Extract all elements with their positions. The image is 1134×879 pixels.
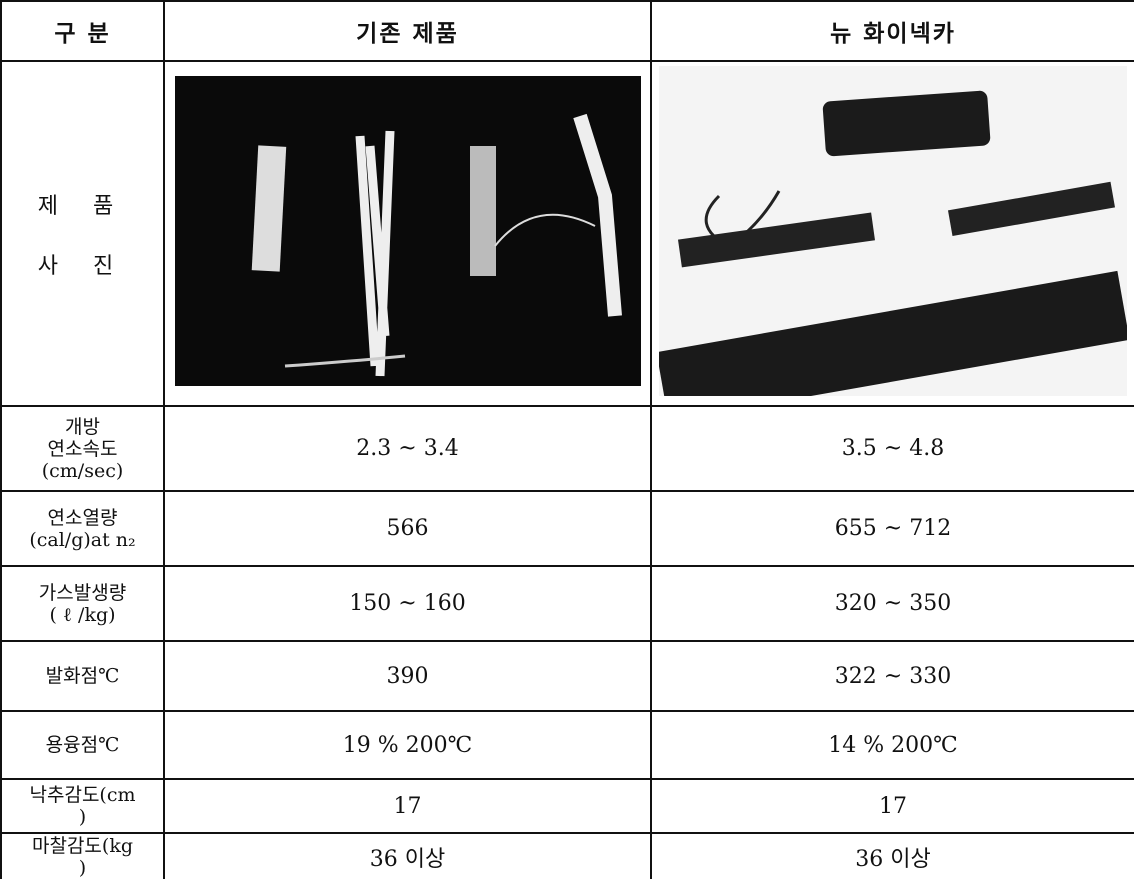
header-row: 구 분 기존 제품 뉴 화이넥카 [0,0,1134,62]
value-cell: 320 ~ 350 [650,565,1134,642]
header-cell: 기존 제품 [163,0,652,62]
label-line: 연소열량 [47,506,118,529]
value-cell: 3.5 ~ 4.8 [650,405,1134,492]
value-cell: 14 % 200℃ [650,710,1134,780]
data-row: 연소열량 (cal/g)at n₂ 566 655 ~ 712 [0,490,1134,567]
label-line: 마찰감도(kg [31,834,133,857]
value-cell: 17 [163,778,652,834]
value-cell: 390 [163,640,652,712]
data-row: 마찰감도(kg) 36 이상 36 이상 [0,832,1134,879]
value-cell: 655 ~ 712 [650,490,1134,567]
row-label: 용융점℃ [0,710,165,780]
photo-row: 제 품 사 진 [0,60,1134,407]
label-line: (cal/g)at n₂ [29,528,136,551]
label-line: 낙추감도(cm [29,784,136,806]
row-label: 가스발생량( ℓ /kg) [0,565,165,642]
old-product-photo [174,75,641,386]
label-line: 제 품 [37,193,128,219]
value-cell: 17 [650,778,1134,834]
label-line: 가스발생량 [38,581,127,604]
data-row: 개방 연소속도 (cm/sec) 2.3 ~ 3.4 3.5 ~ 4.8 [0,405,1134,492]
value-cell: 19 % 200℃ [163,710,652,780]
value-cell: 36 이상 [163,832,652,879]
label-line: 용융점℃ [45,734,120,756]
row-label: 제 품 사 진 [0,60,165,407]
label-line: ) [78,806,87,828]
row-label: 연소열량 (cal/g)at n₂ [0,490,165,567]
row-label: 발화점℃ [0,640,165,712]
label-line: 연소속도 [47,437,118,460]
label-line: (cm/sec) [41,459,124,482]
new-product-photo [656,65,1130,404]
label-line: 개방 [65,415,100,438]
header-cell: 구 분 [0,0,165,62]
label-line: 사 진 [37,253,128,279]
row-label: 마찰감도(kg) [0,832,165,879]
row-label: 낙추감도(cm) [0,778,165,834]
data-row: 발화점℃ 390 322 ~ 330 [0,640,1134,712]
label-line: ) [78,856,87,879]
row-label: 개방 연소속도 (cm/sec) [0,405,165,492]
data-row: 용융점℃ 19 % 200℃ 14 % 200℃ [0,710,1134,780]
photo-cell [650,60,1134,407]
data-row: 낙추감도(cm) 17 17 [0,778,1134,834]
value-cell: 322 ~ 330 [650,640,1134,712]
value-cell: 150 ~ 160 [163,565,652,642]
header-cell: 뉴 화이넥카 [650,0,1134,62]
label-line: 발화점℃ [45,665,120,687]
value-cell: 566 [163,490,652,567]
value-cell: 2.3 ~ 3.4 [163,405,652,492]
photo-cell [163,60,652,407]
value-cell: 36 이상 [650,832,1134,879]
label-line: ( ℓ /kg) [49,603,116,626]
data-row: 가스발생량( ℓ /kg) 150 ~ 160 320 ~ 350 [0,565,1134,642]
